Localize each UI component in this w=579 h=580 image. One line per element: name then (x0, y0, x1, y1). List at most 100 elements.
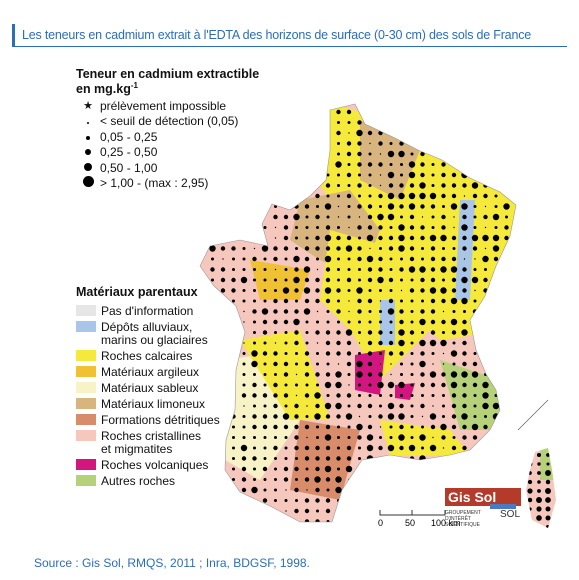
legend-item: Roches volcaniques (76, 459, 220, 472)
sample-dot (306, 436, 308, 439)
sample-dot (295, 394, 298, 397)
title: Les teneurs en cadmium extrait à l'EDTA … (22, 28, 531, 42)
sample-dot (315, 466, 320, 472)
sample-dot (274, 499, 277, 502)
sample-dot (295, 478, 298, 481)
sample-dot (389, 257, 393, 261)
sample-dot (400, 215, 403, 219)
sample-dot (316, 425, 319, 429)
sample-dot (450, 318, 458, 326)
sample-dot (240, 276, 248, 284)
sample-dot (348, 384, 350, 386)
sample-dot (284, 404, 288, 408)
sample-dot (209, 245, 216, 252)
sample-dot (241, 466, 247, 472)
sample-dot (379, 247, 382, 250)
sample-dot (346, 109, 352, 115)
sample-dot (378, 267, 383, 272)
logo (445, 488, 521, 509)
sample-dot (336, 351, 341, 356)
sample-dot (242, 268, 246, 271)
sample-dot (409, 330, 415, 335)
sample-dot (252, 309, 257, 314)
sample-dot (419, 192, 426, 200)
sample-dot (284, 446, 288, 450)
sample-dot (545, 515, 551, 521)
sample-dot (253, 320, 256, 324)
sample-dot (262, 351, 268, 356)
sample-dot (325, 424, 331, 430)
sample-dot (242, 383, 246, 387)
sample-dot (294, 340, 299, 346)
legend-unit: en mg.kg (76, 82, 131, 97)
sample-dot (336, 288, 341, 293)
sample-dot (462, 246, 467, 251)
sample-dot (390, 373, 392, 376)
legend-item: Matériaux sableux (76, 382, 220, 395)
sample-dot (429, 192, 437, 200)
sample-dot (316, 383, 319, 387)
sample-dot (315, 193, 320, 199)
sample-dot (283, 319, 289, 325)
sample-dot (325, 498, 331, 503)
sample-dot (284, 257, 288, 261)
sample-dot (325, 277, 331, 283)
sample-dot (379, 205, 382, 208)
sample-dot (450, 381, 458, 389)
sample-dot (400, 289, 403, 292)
sample-dot (263, 373, 267, 376)
sample-dot (304, 361, 310, 367)
sample-dot (325, 508, 331, 514)
sample-dot (461, 371, 468, 378)
sample-dot (462, 403, 467, 409)
legend-label: Matériaux sableux (101, 381, 199, 395)
sample-dot (483, 424, 488, 430)
sample-dot (420, 172, 425, 178)
sample-dot (242, 425, 246, 429)
logo-sol: SOL (500, 509, 521, 520)
sample-dot (252, 414, 257, 419)
sample-dot (273, 445, 278, 451)
sample-dot (294, 330, 299, 335)
sample-dot (378, 162, 383, 167)
title-rule (12, 46, 567, 47)
sample-dot (429, 234, 437, 242)
sample-dot (325, 183, 331, 188)
sample-dot (367, 330, 373, 335)
legend-item: 0,25 - 0,50 (76, 145, 259, 161)
sample-dot (316, 320, 319, 324)
sample-dot (315, 246, 320, 251)
sample-dot (420, 277, 425, 283)
legend-label: Roches cristallines et migmatites (101, 429, 202, 456)
sample-dot (367, 372, 373, 377)
sample-dot (379, 153, 382, 155)
sample-dot (440, 339, 447, 347)
sample-dot (545, 470, 551, 476)
sample-dot (315, 487, 320, 493)
sample-dot (440, 266, 447, 273)
sample-dot (389, 394, 393, 397)
sample-dot (253, 446, 256, 450)
sample-dot (336, 235, 341, 241)
sample-dot (293, 213, 300, 221)
sample-dot (398, 224, 405, 231)
sample-dot (546, 453, 550, 457)
dot-symbol (84, 162, 92, 171)
sample-dot (316, 257, 319, 261)
sample-dot (400, 163, 403, 166)
sample-dot (368, 289, 372, 292)
sample-dot (306, 489, 308, 491)
sample-dot (283, 361, 289, 367)
sample-dot (471, 371, 479, 378)
sample-dot (274, 289, 277, 292)
sample-dot (253, 278, 256, 282)
sample-dot (243, 310, 245, 313)
sample-dot (356, 423, 363, 431)
sample-dot (241, 456, 247, 461)
sample-dot (262, 393, 268, 398)
sample-dot (410, 320, 414, 324)
sample-dot (252, 424, 257, 430)
sample-dot (536, 524, 542, 528)
sample-dot (430, 204, 436, 209)
inset-divider (517, 399, 549, 431)
